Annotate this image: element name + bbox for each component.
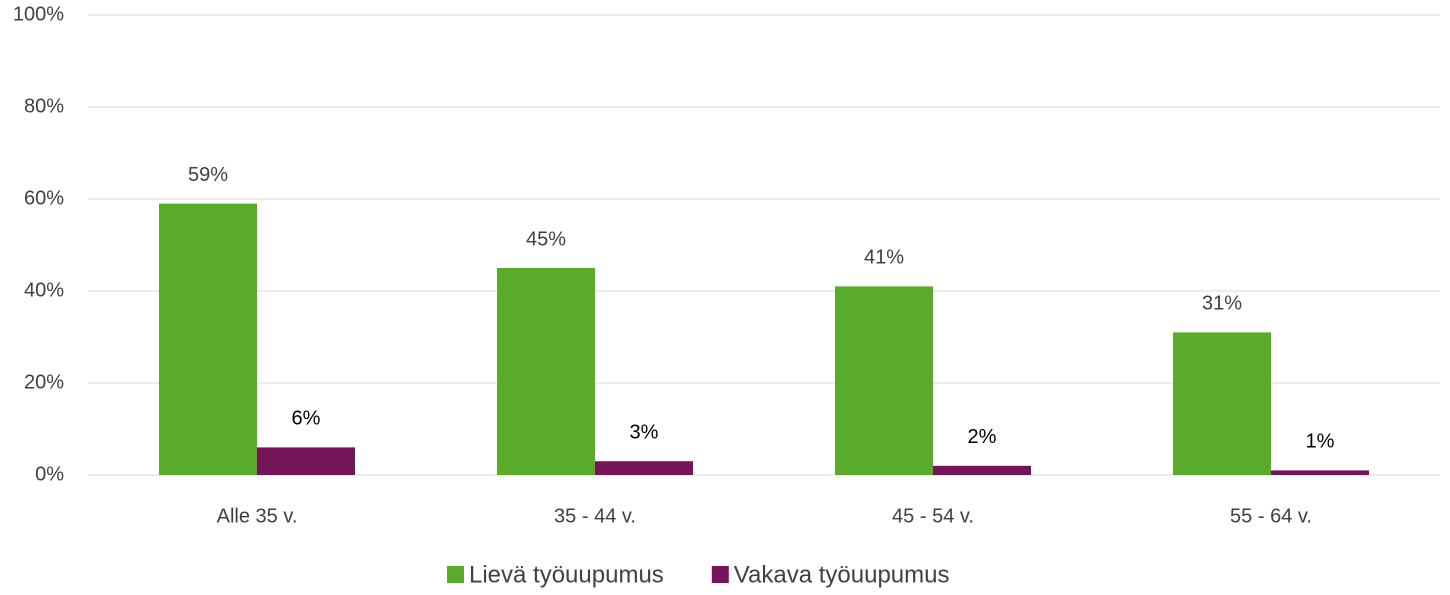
legend: Lievä työuupumus Vakava työuupumus bbox=[447, 561, 949, 588]
data-label: 3% bbox=[630, 421, 659, 443]
data-label: 45% bbox=[526, 228, 566, 250]
x-tick-label: Alle 35 v. bbox=[217, 505, 298, 527]
bar bbox=[159, 203, 257, 475]
y-tick-label: 0% bbox=[35, 463, 64, 485]
data-label: 1% bbox=[1306, 431, 1335, 453]
y-tick-label: 60% bbox=[24, 187, 64, 209]
bar bbox=[933, 465, 1031, 475]
x-tick-label: 45 - 54 v. bbox=[892, 505, 974, 527]
y-tick-label: 40% bbox=[24, 279, 64, 301]
data-label: 59% bbox=[188, 164, 228, 186]
legend-label: Vakava työuupumus bbox=[734, 561, 950, 588]
legend-swatch bbox=[711, 566, 729, 583]
x-tick-label: 55 - 64 v. bbox=[1230, 505, 1312, 527]
y-tick-label: 100% bbox=[13, 3, 64, 25]
data-label: 31% bbox=[1202, 293, 1242, 315]
bar bbox=[257, 447, 355, 475]
bar bbox=[835, 286, 933, 475]
legend-swatch bbox=[447, 566, 464, 583]
bar bbox=[595, 461, 693, 475]
y-tick-label: 80% bbox=[24, 95, 64, 117]
bar bbox=[1271, 470, 1369, 475]
legend-label: Lievä työuupumus bbox=[469, 561, 664, 588]
data-label: 2% bbox=[968, 426, 997, 448]
data-label: 41% bbox=[864, 247, 904, 269]
data-label: 6% bbox=[292, 408, 321, 430]
bar bbox=[1173, 332, 1271, 475]
y-tick-label: 20% bbox=[24, 371, 64, 393]
x-tick-label: 35 - 44 v. bbox=[554, 505, 636, 527]
bar bbox=[497, 268, 595, 475]
